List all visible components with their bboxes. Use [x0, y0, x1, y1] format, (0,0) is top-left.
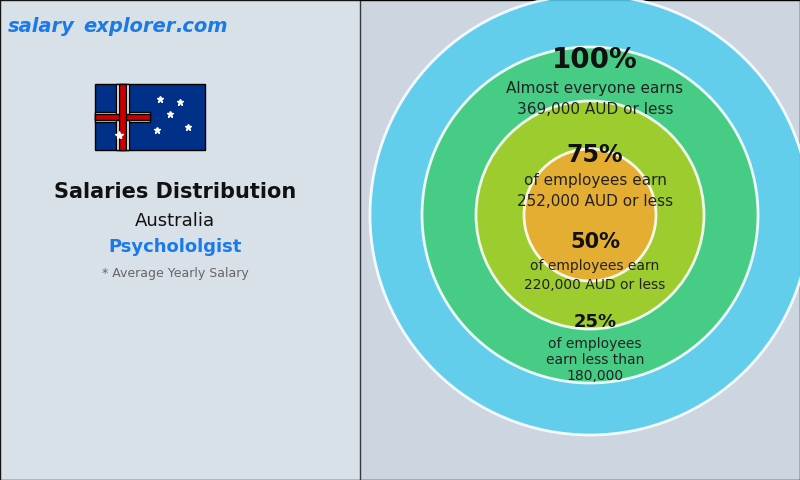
- Text: 75%: 75%: [566, 143, 623, 167]
- Text: 180,000: 180,000: [566, 369, 623, 383]
- Text: salary: salary: [8, 17, 75, 36]
- Text: of employees earn: of employees earn: [530, 259, 660, 273]
- Text: 50%: 50%: [570, 232, 620, 252]
- FancyBboxPatch shape: [95, 114, 150, 120]
- Text: 369,000 AUD or less: 369,000 AUD or less: [517, 103, 674, 118]
- Text: 100%: 100%: [552, 46, 638, 74]
- Text: explorer: explorer: [83, 17, 175, 36]
- Circle shape: [422, 47, 758, 383]
- FancyBboxPatch shape: [116, 84, 129, 150]
- Text: Almost everyone earns: Almost everyone earns: [506, 81, 683, 96]
- Text: 252,000 AUD or less: 252,000 AUD or less: [517, 194, 673, 209]
- FancyBboxPatch shape: [95, 84, 205, 150]
- Circle shape: [370, 0, 800, 435]
- Text: 220,000 AUD or less: 220,000 AUD or less: [524, 278, 666, 292]
- Text: of employees: of employees: [548, 337, 642, 351]
- Text: of employees earn: of employees earn: [523, 173, 666, 189]
- Circle shape: [476, 101, 704, 329]
- Text: .com: .com: [175, 17, 228, 36]
- Text: Psychololgist: Psychololgist: [108, 238, 242, 256]
- Text: * Average Yearly Salary: * Average Yearly Salary: [102, 267, 248, 280]
- FancyBboxPatch shape: [118, 84, 126, 150]
- FancyBboxPatch shape: [95, 112, 150, 122]
- FancyBboxPatch shape: [0, 0, 360, 480]
- Text: earn less than: earn less than: [546, 353, 644, 367]
- Circle shape: [524, 149, 656, 281]
- Text: Salaries Distribution: Salaries Distribution: [54, 182, 296, 202]
- Text: 25%: 25%: [574, 313, 617, 331]
- Text: Australia: Australia: [135, 212, 215, 230]
